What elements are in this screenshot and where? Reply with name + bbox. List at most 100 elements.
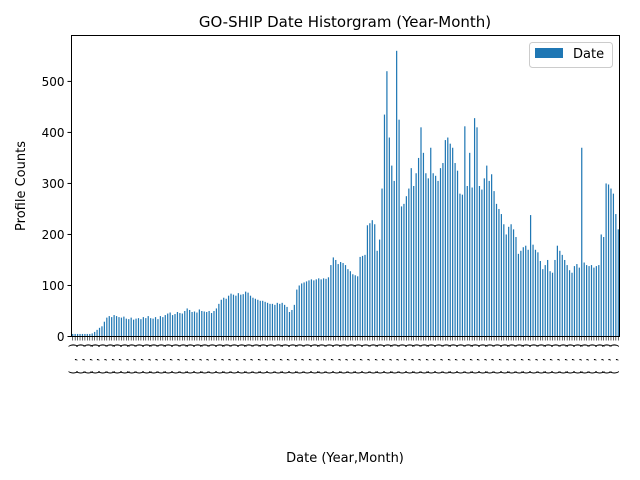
- x-tick-label: ( , ): [74, 344, 87, 375]
- bar: [371, 220, 373, 337]
- x-tick-label: ( , ): [89, 344, 102, 375]
- bar: [150, 318, 152, 337]
- bar: [305, 281, 308, 337]
- x-axis-label: Date (Year,Month): [286, 451, 404, 466]
- bar: [515, 237, 517, 337]
- bar: [586, 265, 588, 337]
- x-tick-label: ( , ): [206, 344, 219, 375]
- bar: [405, 196, 407, 337]
- bar: [186, 308, 188, 337]
- plot-frame: [71, 35, 620, 337]
- bar: [79, 333, 81, 337]
- bar: [140, 319, 142, 337]
- bar: [266, 302, 269, 337]
- bar: [113, 315, 115, 337]
- bar: [98, 327, 101, 337]
- x-tick-label: ( , ): [527, 344, 540, 375]
- x-tick-label: ( , ): [81, 344, 94, 375]
- bar: [171, 315, 174, 337]
- bar: [303, 282, 305, 337]
- x-tick-label: ( , ): [454, 344, 467, 375]
- bar: [301, 283, 303, 337]
- x-tick-label: ( , ): [366, 344, 379, 375]
- x-tick-label: ( , ): [271, 344, 284, 375]
- bar: [603, 237, 605, 337]
- y-tick-label: 500: [42, 75, 65, 89]
- bar: [471, 187, 473, 337]
- bar: [554, 259, 556, 337]
- x-tick-label: ( , ): [279, 344, 292, 375]
- x-tick-label: ( , ): [228, 344, 241, 375]
- bar: [551, 272, 554, 337]
- x-tick-label: ( , ): [549, 344, 562, 375]
- bar: [318, 278, 320, 337]
- bar: [252, 297, 254, 337]
- bar: [232, 294, 235, 337]
- x-tick-label: ( , ): [125, 344, 138, 375]
- bar: [325, 278, 327, 337]
- bar: [481, 189, 483, 337]
- bar: [152, 318, 154, 337]
- x-tick-label: ( , ): [447, 344, 460, 375]
- x-tick-label: ( , ): [133, 344, 146, 375]
- bar: [549, 271, 551, 337]
- bar: [298, 285, 300, 337]
- x-tick-label: ( , ): [337, 344, 350, 375]
- bar: [456, 170, 459, 337]
- bar: [444, 140, 446, 337]
- x-tick-label: ( , ): [103, 344, 116, 375]
- bar: [145, 318, 147, 337]
- bar: [86, 333, 88, 337]
- bar: [495, 203, 498, 337]
- bar: [615, 214, 617, 337]
- bar: [106, 317, 108, 337]
- bar: [315, 279, 317, 337]
- bar: [320, 279, 322, 337]
- x-tick-label: ( , ): [600, 344, 613, 375]
- bar: [176, 312, 179, 337]
- x-tick-label: ( , ): [257, 344, 270, 375]
- bar: [245, 291, 247, 337]
- bar: [529, 215, 532, 337]
- bar: [469, 152, 471, 337]
- bar: [259, 300, 261, 337]
- x-tick-label: ( , ): [242, 344, 255, 375]
- x-tick-label: ( , ): [330, 344, 343, 375]
- bar: [417, 157, 420, 337]
- bar: [403, 203, 405, 337]
- bar: [617, 229, 619, 337]
- bar: [133, 319, 135, 337]
- x-tick-label: ( , ): [593, 344, 606, 375]
- x-tick-label: ( , ): [220, 344, 233, 375]
- legend-swatch: [535, 48, 563, 58]
- bar: [128, 319, 130, 337]
- x-tick-label: ( , ): [184, 344, 197, 375]
- bar: [532, 244, 534, 337]
- bar: [410, 168, 412, 337]
- bar: [512, 229, 515, 337]
- bar: [400, 206, 403, 337]
- bar: [359, 256, 361, 337]
- y-tick-label: 400: [42, 126, 65, 140]
- bar: [237, 293, 239, 337]
- bar: [413, 186, 415, 337]
- bar: [357, 276, 359, 337]
- bar: [349, 271, 351, 337]
- x-tick-label: ( , ): [315, 344, 328, 375]
- bar: [503, 224, 505, 337]
- bar: [335, 259, 337, 337]
- x-tick-label: ( , ): [191, 344, 204, 375]
- x-tick-label: ( , ): [352, 344, 365, 375]
- y-tick-label: 200: [42, 228, 65, 242]
- x-tick-label: ( , ): [498, 344, 511, 375]
- x-tick-label: ( , ): [249, 344, 262, 375]
- bar: [610, 188, 612, 337]
- bar: [254, 298, 256, 337]
- x-tick-label: ( , ): [556, 344, 569, 375]
- bar: [547, 259, 549, 337]
- bar: [520, 250, 522, 337]
- x-tick-label: ( , ): [483, 344, 496, 375]
- x-tick-label: ( , ): [586, 344, 599, 375]
- bar: [439, 168, 442, 337]
- bar: [225, 298, 227, 337]
